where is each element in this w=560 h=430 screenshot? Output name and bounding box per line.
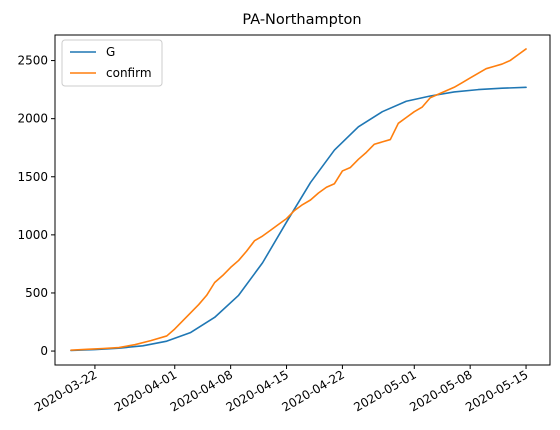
x-tick-label: 2020-04-15 (224, 367, 291, 414)
x-tick-label: 2020-05-08 (407, 367, 474, 414)
y-tick-label: 500 (25, 286, 48, 300)
series-line-g (70, 86, 527, 352)
y-tick-label: 2000 (17, 112, 48, 126)
series-layer (70, 48, 527, 352)
legend: G confirm (61, 39, 163, 87)
x-tick-label: 2020-04-08 (168, 367, 235, 414)
plot-area-frame (54, 34, 551, 366)
x-tick-label: 2020-04-01 (112, 367, 179, 414)
y-axis: 0 500 1000 1500 2000 2500 (17, 54, 55, 358)
x-tick-label: 2020-05-01 (351, 367, 418, 414)
x-tick-label: 2020-05-15 (463, 367, 530, 414)
x-tick-label: 2020-03-22 (32, 367, 99, 414)
x-tick-label: 2020-04-22 (280, 367, 347, 414)
y-tick-label: 1000 (17, 228, 48, 242)
legend-label-g: G (106, 45, 115, 59)
chart-title: PA-Northampton (242, 12, 361, 28)
legend-label-confirm: confirm (106, 66, 152, 80)
y-tick-label: 1500 (17, 170, 48, 184)
x-axis: 2020-03-22 2020-04-012020-04-082020-04-15… (32, 365, 531, 414)
series-line-confirm (70, 48, 527, 351)
y-tick-label: 0 (40, 344, 48, 358)
y-tick-label: 2500 (17, 54, 48, 68)
